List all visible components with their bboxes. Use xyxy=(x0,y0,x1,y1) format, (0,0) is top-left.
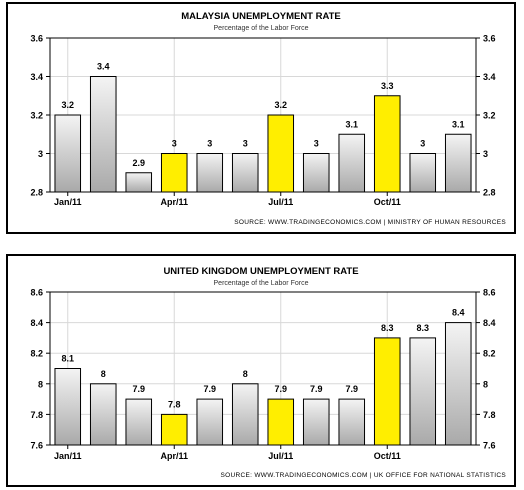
uk-data-label: 8.4 xyxy=(452,308,465,318)
malaysia-bar-may-11 xyxy=(196,153,224,193)
uk-data-label: 8.3 xyxy=(381,323,394,333)
uk-bar-sep-11 xyxy=(338,398,366,446)
uk-data-label: 7.9 xyxy=(274,384,287,394)
uk-source-text: SOURCE: WWW.TRADINGECONOMICS.COM | UK OF… xyxy=(221,472,507,479)
uk-bar-jan-11 xyxy=(54,368,82,446)
uk-ytick-label-left: 8 xyxy=(38,379,43,389)
malaysia-ytick-label-left: 3 xyxy=(38,149,43,159)
uk-ytick-label-right: 7.8 xyxy=(483,410,496,420)
malaysia-data-label: 2.9 xyxy=(132,158,145,168)
malaysia-ytick-label-right: 3.4 xyxy=(483,72,496,82)
uk-chart-subtitle: Percentage of the Labor Force xyxy=(214,280,309,287)
malaysia-chart: MALAYSIA UNEMPLOYMENT RATE Percentage of … xyxy=(30,11,506,226)
malaysia-ytick-label-left: 2.8 xyxy=(30,188,43,198)
malaysia-ytick-label-left: 3.2 xyxy=(30,111,43,121)
malaysia-xtick-label: Oct/11 xyxy=(374,197,401,207)
uk-bar-nov-11 xyxy=(409,337,437,446)
uk-data-label: 7.9 xyxy=(310,384,323,394)
uk-chart-title: UNITED KINGDOM UNEMPLOYMENT RATE xyxy=(163,266,358,277)
malaysia-bar-apr-11 xyxy=(160,153,188,193)
malaysia-chart-panel: MALAYSIA UNEMPLOYMENT RATE Percentage of … xyxy=(6,2,516,234)
uk-ytick-label-left: 7.6 xyxy=(30,441,43,451)
uk-chart-panel: UNITED KINGDOM UNEMPLOYMENT RATE Percenta… xyxy=(6,254,516,487)
uk-ytick-label-right: 8 xyxy=(483,379,488,389)
uk-bar-aug-11 xyxy=(302,398,330,446)
malaysia-ytick-label-right: 3.2 xyxy=(483,111,496,121)
malaysia-bar-jun-11 xyxy=(231,153,259,193)
malaysia-data-label: 3 xyxy=(420,139,425,149)
uk-ytick-label-right: 8.4 xyxy=(483,318,496,328)
uk-xtick-label: Oct/11 xyxy=(374,451,401,461)
uk-plot-area xyxy=(50,292,476,445)
uk-ytick-label-left: 7.8 xyxy=(30,410,43,420)
malaysia-bar-oct-11 xyxy=(373,95,401,193)
uk-bar-dec-11 xyxy=(444,322,472,446)
uk-data-label: 8.1 xyxy=(61,354,74,364)
uk-xtick-label: Jul/11 xyxy=(268,451,293,461)
uk-bar-may-11 xyxy=(196,398,224,446)
malaysia-data-label: 3.1 xyxy=(452,119,465,129)
uk-data-label: 7.9 xyxy=(203,384,216,394)
uk-data-label: 8 xyxy=(243,369,248,379)
uk-bar-apr-11 xyxy=(160,413,188,446)
malaysia-ytick-label-right: 3.6 xyxy=(483,34,496,44)
uk-ytick-label-left: 8.2 xyxy=(30,349,43,359)
malaysia-data-label: 3 xyxy=(314,139,319,149)
uk-bar-feb-11 xyxy=(89,383,117,446)
malaysia-data-label: 3.3 xyxy=(381,81,394,91)
malaysia-plot-frame xyxy=(49,37,477,193)
malaysia-data-label: 3.4 xyxy=(97,62,110,72)
malaysia-chart-title: MALAYSIA UNEMPLOYMENT RATE xyxy=(181,11,341,22)
malaysia-chart-subtitle: Percentage of the Labor Force xyxy=(214,25,309,32)
malaysia-source-text: SOURCE: WWW.TRADINGECONOMICS.COM | MINIS… xyxy=(234,219,506,226)
uk-plot-frame xyxy=(49,291,477,446)
uk-bar-jun-11 xyxy=(231,383,259,446)
malaysia-bar-aug-11 xyxy=(302,153,330,193)
malaysia-data-label: 3.2 xyxy=(274,100,287,110)
uk-ytick-label-right: 8.6 xyxy=(483,288,496,298)
malaysia-data-label: 3.1 xyxy=(345,119,358,129)
malaysia-bar-mar-11 xyxy=(125,172,153,193)
malaysia-xtick-label: Jan/11 xyxy=(54,197,82,207)
malaysia-data-label: 3 xyxy=(243,139,248,149)
uk-bar-jul-11 xyxy=(267,398,295,446)
malaysia-data-label: 3.2 xyxy=(61,100,74,110)
uk-xtick-label: Jan/11 xyxy=(54,451,82,461)
uk-bar-oct-11 xyxy=(373,337,401,446)
uk-ytick-label-right: 7.6 xyxy=(483,441,496,451)
uk-ytick-label-left: 8.6 xyxy=(30,288,43,298)
malaysia-bar-dec-11 xyxy=(444,133,472,193)
uk-chart: UNITED KINGDOM UNEMPLOYMENT RATE Percenta… xyxy=(30,266,507,479)
malaysia-ytick-label-right: 3 xyxy=(483,149,488,159)
malaysia-xtick-label: Jul/11 xyxy=(268,197,293,207)
uk-xtick-label: Apr/11 xyxy=(160,451,188,461)
uk-bar-mar-11 xyxy=(125,398,153,446)
uk-data-label: 7.8 xyxy=(168,399,181,409)
malaysia-data-label: 3 xyxy=(207,139,212,149)
malaysia-bar-nov-11 xyxy=(409,153,437,193)
uk-data-label: 8 xyxy=(101,369,106,379)
malaysia-bar-sep-11 xyxy=(338,133,366,193)
uk-data-label: 7.9 xyxy=(345,384,358,394)
malaysia-bar-jan-11 xyxy=(54,114,82,193)
malaysia-bar-feb-11 xyxy=(89,76,117,193)
malaysia-ytick-label-right: 2.8 xyxy=(483,188,496,198)
uk-ytick-label-right: 8.2 xyxy=(483,349,496,359)
malaysia-bar-jul-11 xyxy=(267,114,295,193)
malaysia-ytick-label-left: 3.6 xyxy=(30,34,43,44)
malaysia-xtick-label: Apr/11 xyxy=(160,197,188,207)
malaysia-data-label: 3 xyxy=(172,139,177,149)
uk-data-label: 7.9 xyxy=(132,384,145,394)
malaysia-ytick-label-left: 3.4 xyxy=(30,72,43,82)
uk-data-label: 8.3 xyxy=(416,323,429,333)
uk-ytick-label-left: 8.4 xyxy=(30,318,43,328)
